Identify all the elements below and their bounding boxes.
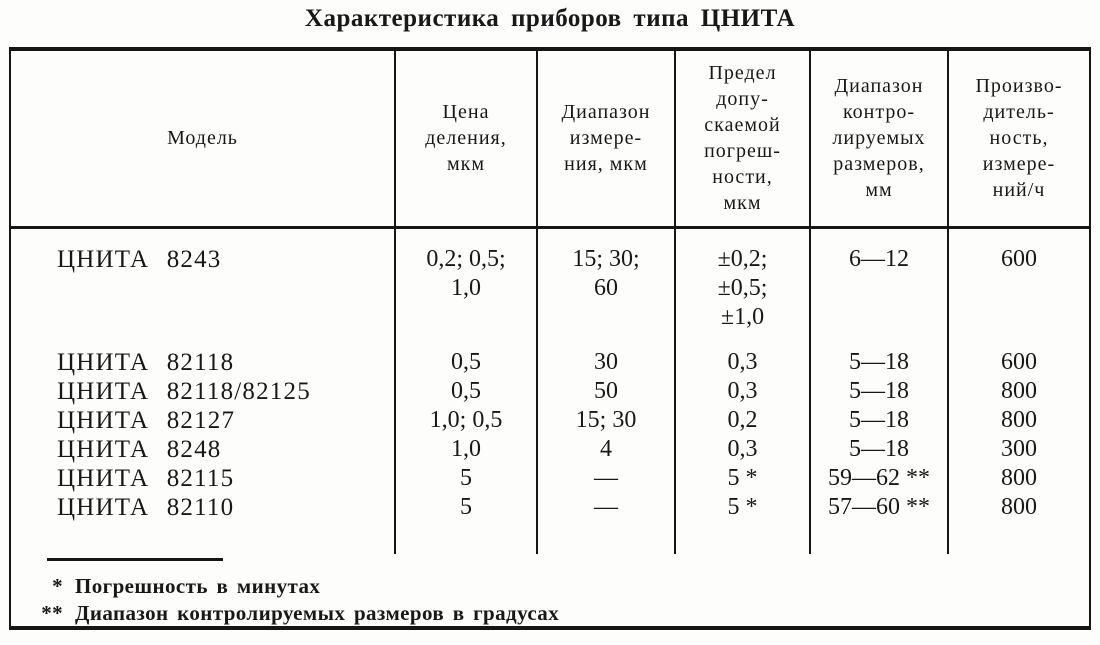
- table-row: ЦНИТА 82115 5 — 5 * 59—62 ** 800: [11, 463, 1089, 493]
- header-error: Предел допу- скаемой погреш- ности, мкм: [675, 51, 811, 229]
- page-title: Характеристика приборов типа ЦНИТА: [304, 5, 796, 32]
- model-cell: ЦНИТА 82118: [11, 347, 396, 377]
- division-cell: 0,5: [395, 347, 538, 377]
- productivity-cell: 600: [1001, 348, 1037, 375]
- table-row: ЦНИТА 82127 1,0; 0,5 15; 30 0,2 5—18 800: [11, 405, 1089, 435]
- footnote-range-degrees: ** Диапазон контролируемых размеров в гр…: [11, 600, 1089, 627]
- model-cell: ЦНИТА 82127: [11, 405, 396, 435]
- range-cell: 15; 30: [537, 405, 676, 435]
- model-cell: ЦНИТА 8248: [11, 434, 396, 464]
- spacer-cell: [810, 521, 949, 554]
- spacer-row: [11, 521, 1089, 554]
- size-cell: 5—18: [810, 434, 949, 464]
- range-cell: 15; 30; 60: [537, 227, 676, 348]
- division-cell: 5: [395, 463, 538, 493]
- range-cell: —: [537, 463, 676, 493]
- range-cell: 30: [537, 347, 676, 377]
- size-cell: 6—12: [810, 227, 949, 348]
- error-cell: 0,2: [675, 405, 811, 435]
- division-cell: 1,0; 0,5: [395, 405, 538, 435]
- footnote-text: Диапазон контролируемых размеров в граду…: [75, 600, 560, 625]
- header-size: Диапазон контро- лируемых размеров, мм: [810, 51, 949, 229]
- productivity-cell: 800: [1001, 493, 1037, 520]
- size-cell: 59—62 **: [810, 463, 949, 493]
- table-row: ЦНИТА 82118 0,5 30 0,3 5—18 600: [11, 347, 1089, 377]
- spacer-cell: [537, 521, 676, 554]
- division-cell: 0,2; 0,5; 1,0: [395, 227, 538, 348]
- error-cell: 5 *: [675, 492, 811, 522]
- division-cell: 5: [395, 492, 538, 522]
- model-cell: ЦНИТА 8243: [11, 227, 396, 348]
- spacer-cell: [11, 521, 396, 554]
- footnote-error-minutes: * Погрешность в минутах: [11, 573, 1089, 600]
- table-row: ЦНИТА 8243 0,2; 0,5; 1,0 15; 30; 60 ±0,2…: [11, 227, 1089, 348]
- table-row: ЦНИТА 8248 1,0 4 0,3 5—18 300: [11, 434, 1089, 464]
- spacer-cell: [948, 522, 1089, 554]
- spacer-cell: [675, 521, 811, 554]
- table-row: ЦНИТА 82110 5 — 5 * 57—60 ** 800: [11, 492, 1089, 522]
- error-cell: 0,3: [675, 347, 811, 377]
- header-division: Цена деления, мкм: [395, 51, 538, 229]
- header-row: Модель Цена деления, мкм Диапазон измере…: [11, 51, 1089, 229]
- table-row: ЦНИТА 82118/82125 0,5 50 0,3 5—18 800: [11, 376, 1089, 406]
- header-productivity: Произво- дитель- ность, измере- ний/ч: [948, 51, 1089, 229]
- productivity-cell: 300: [1001, 435, 1037, 462]
- header-range: Диапазон измере- ния, мкм: [537, 51, 676, 229]
- table-frame: Модель Цена деления, мкм Диапазон измере…: [9, 47, 1091, 630]
- spacer-cell: [395, 521, 538, 554]
- productivity-cell: 600: [1001, 245, 1037, 272]
- characteristics-table: Модель Цена деления, мкм Диапазон измере…: [11, 51, 1089, 554]
- size-cell: 5—18: [810, 405, 949, 435]
- size-cell: 5—18: [810, 347, 949, 377]
- model-cell: ЦНИТА 82110: [11, 492, 396, 522]
- range-cell: 50: [537, 376, 676, 406]
- size-cell: 5—18: [810, 376, 949, 406]
- footnote-text: Погрешность в минутах: [75, 573, 321, 598]
- footnote-marker: **: [41, 600, 63, 625]
- productivity-cell: 800: [1001, 464, 1037, 491]
- productivity-cell: 800: [1001, 377, 1037, 404]
- error-cell: ±0,2; ±0,5; ±1,0: [675, 227, 811, 348]
- range-cell: —: [537, 492, 676, 522]
- size-cell: 57—60 **: [810, 492, 949, 522]
- productivity-cell: 800: [1001, 406, 1037, 433]
- header-model: Модель: [11, 51, 396, 229]
- footnote-rule: [47, 557, 223, 561]
- range-cell: 4: [537, 434, 676, 464]
- error-cell: 5 *: [675, 463, 811, 493]
- error-cell: 0,3: [675, 434, 811, 464]
- error-cell: 0,3: [675, 376, 811, 406]
- division-cell: 0,5: [395, 376, 538, 406]
- model-cell: ЦНИТА 82115: [11, 463, 396, 493]
- model-cell: ЦНИТА 82118/82125: [11, 376, 396, 406]
- division-cell: 1,0: [395, 434, 538, 464]
- footnote-marker: *: [52, 573, 63, 598]
